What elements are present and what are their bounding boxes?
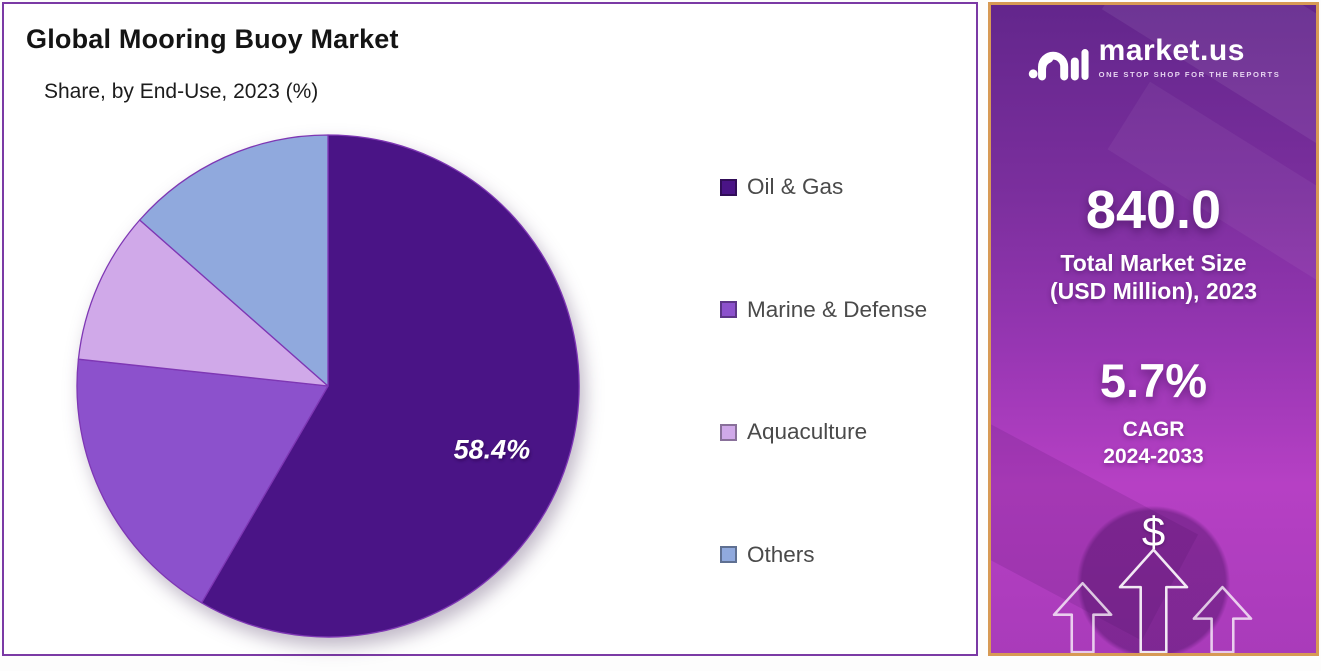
pie-slice-others [139, 134, 329, 387]
legend: Oil & Gas Marine & Defense Aquaculture Othe… [720, 170, 972, 572]
legend-label: Aquaculture [747, 419, 868, 445]
dollar-icon: $ [1141, 508, 1166, 555]
cagr-stat: 5.7% CAGR 2024-2033 [991, 357, 1316, 471]
market-size-stat: 840.0 Total Market Size (USD Million), 2… [991, 183, 1316, 305]
legend-marker-icon [720, 546, 737, 564]
pie-chart: 58.4% [76, 134, 580, 638]
pie-slice-aquaculture [77, 219, 329, 387]
legend-item-marine-defense: Marine & Defense [720, 293, 972, 327]
chart-title: Global Mooring Buoy Market [26, 24, 399, 54]
chart-subtitle: Share, by End-Use, 2023 (%) [44, 80, 319, 103]
legend-item-others: Others [720, 538, 972, 572]
legend-marker-icon [720, 423, 737, 441]
cagr-period: 2024-2033 [1103, 445, 1204, 469]
pie-slice-marine-defense [76, 358, 329, 604]
market-size-label-line1: Total Market Size [1060, 250, 1247, 276]
cagr-value: 5.7% [1099, 354, 1208, 407]
brand-logo: market.us ONE STOP SHOP FOR THE REPORTS [991, 31, 1316, 83]
legend-item-oil-gas: Oil & Gas [720, 170, 972, 204]
cagr-label: CAGR [1122, 418, 1185, 441]
brand-name: market.us [1098, 33, 1245, 67]
pie-slice-oil-gas [200, 134, 580, 638]
brand-tagline: ONE STOP SHOP FOR THE REPORTS [1098, 69, 1281, 79]
legend-item-aquaculture: Aquaculture [720, 415, 972, 449]
legend-label: Others [747, 541, 815, 567]
growth-arrows-icon [1052, 548, 1253, 653]
legend-label: Oil & Gas [747, 174, 844, 199]
legend-label: Marine & Defense [747, 296, 928, 322]
pie-data-label: 58.4% [454, 434, 531, 464]
chart-panel: Global Mooring Buoy Market Share, by End… [2, 2, 978, 656]
marketus-logo-icon [1028, 49, 1089, 81]
market-size-label-line2: (USD Million), 2023 [1049, 278, 1258, 305]
legend-marker-icon [720, 301, 737, 319]
brand-sidebar: market.us ONE STOP SHOP FOR THE REPORTS … [988, 2, 1319, 656]
legend-marker-icon [720, 178, 737, 196]
market-size-value: 840.0 [1085, 180, 1222, 240]
